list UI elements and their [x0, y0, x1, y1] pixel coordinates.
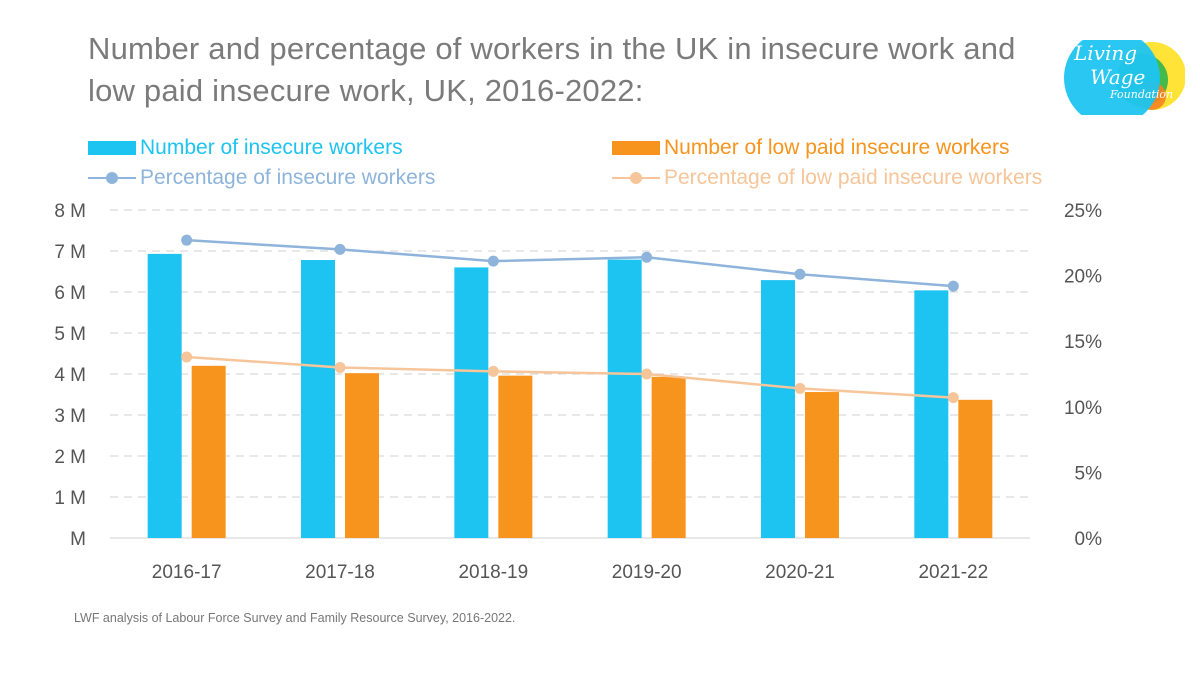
legend-label: Number of low paid insecure workers	[664, 136, 1010, 159]
bar-low-paid-insecure-workers	[191, 365, 226, 538]
point-percentage-insecure-workers	[181, 234, 193, 246]
y-axis-tick-label: 8 M	[54, 201, 86, 222]
bar-low-paid-insecure-workers	[651, 376, 686, 538]
bar-low-paid-insecure-workers	[805, 392, 839, 538]
x-axis-tick-label: 2018-19	[458, 562, 528, 583]
y-axis-tick-label: 3 M	[54, 406, 86, 427]
svg-text:Wage: Wage	[1090, 65, 1145, 89]
y2-axis-tick-label: 20%	[1064, 267, 1102, 288]
legend-label: Percentage of low paid insecure workers	[664, 166, 1043, 189]
legend-low-paid-percentage: Percentage of low paid insecure workers	[612, 166, 1042, 190]
point-percentage-low-paid-insecure-workers	[947, 392, 959, 404]
line-percentage-low-paid-insecure-workers	[186, 355, 954, 399]
line-percentage-insecure-workers	[186, 238, 954, 288]
living-wage-foundation-logo: Living Wage Foundation	[1064, 40, 1185, 115]
x-axis-tick-label: 2021-22	[918, 562, 988, 583]
bar-low-paid-insecure-workers	[958, 399, 993, 538]
y2-axis-tick-label: 0%	[1075, 529, 1103, 550]
y2-axis-tick-label: 5%	[1075, 463, 1103, 484]
legend-swatch	[612, 170, 660, 186]
bar-insecure-workers	[607, 259, 642, 538]
y-axis-tick-label: 7 M	[54, 242, 86, 263]
point-percentage-low-paid-insecure-workers	[794, 382, 806, 394]
bar-insecure-workers	[301, 260, 335, 538]
point-percentage-low-paid-insecure-workers	[487, 365, 499, 377]
y-axis-tick-label: 1 M	[54, 488, 86, 509]
legend-swatch	[612, 141, 660, 155]
legend-insecure-count: Number of insecure workers	[88, 136, 403, 160]
legend-label: Percentage of insecure workers	[140, 166, 436, 189]
y2-axis-tick-label: 10%	[1064, 398, 1102, 419]
bar-insecure-workers	[761, 280, 795, 538]
y-axis-tick-label: M	[70, 529, 86, 550]
x-axis-tick-label: 2020-21	[765, 562, 835, 583]
legend-swatch	[88, 141, 136, 155]
legend-low-paid-count: Number of low paid insecure workers	[612, 136, 1009, 160]
bar-low-paid-insecure-workers	[345, 373, 379, 538]
legend-insecure-percentage: Percentage of insecure workers	[88, 166, 435, 190]
svg-text:Living: Living	[1073, 41, 1137, 65]
point-percentage-low-paid-insecure-workers	[334, 361, 346, 373]
x-axis-tick-label: 2017-18	[305, 562, 375, 583]
y-axis-tick-label: 4 M	[54, 365, 86, 386]
point-percentage-insecure-workers	[487, 255, 499, 267]
point-percentage-insecure-workers	[947, 280, 959, 292]
point-percentage-low-paid-insecure-workers	[181, 351, 193, 363]
bar-insecure-workers	[914, 290, 949, 538]
bar-low-paid-insecure-workers	[498, 375, 533, 538]
point-percentage-low-paid-insecure-workers	[641, 368, 653, 380]
y-axis-tick-label: 5 M	[54, 324, 86, 345]
y-axis-tick-label: 2 M	[54, 447, 86, 468]
y2-axis-tick-label: 15%	[1064, 332, 1102, 353]
legend-label: Number of insecure workers	[140, 136, 403, 159]
legend-swatch	[88, 170, 136, 186]
y2-axis-tick-label: 25%	[1064, 201, 1102, 222]
bar-insecure-workers	[147, 253, 182, 538]
source-note: LWF analysis of Labour Force Survey and …	[74, 611, 516, 625]
y-axis-tick-label: 6 M	[54, 283, 86, 304]
point-percentage-insecure-workers	[641, 251, 653, 263]
chart-title: Number and percentage of workers in the …	[88, 31, 1016, 108]
point-percentage-insecure-workers	[794, 268, 806, 280]
x-axis-tick-label: 2016-17	[152, 562, 222, 583]
svg-text:Foundation: Foundation	[1109, 88, 1173, 101]
x-axis-tick-label: 2019-20	[612, 562, 682, 583]
bar-insecure-workers	[454, 267, 489, 538]
point-percentage-insecure-workers	[334, 243, 346, 255]
